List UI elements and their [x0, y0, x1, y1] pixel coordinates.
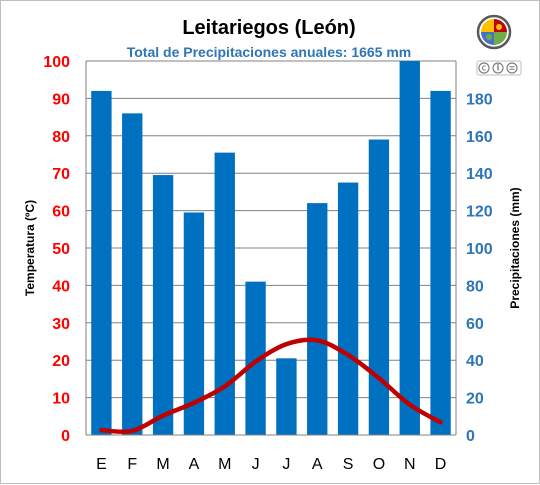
left-tick-label: 90: [52, 91, 70, 108]
right-axis-label: Precipitaciones (mm): [508, 187, 522, 308]
precipitation-bar: [337, 182, 359, 435]
x-tick-label: S: [343, 456, 354, 473]
right-tick-label: 160: [466, 129, 493, 146]
creative-commons-license-icon: [476, 60, 522, 76]
puzzle-logo-icon: [476, 14, 512, 50]
right-tick-label: 100: [466, 241, 493, 258]
precipitation-bar: [430, 90, 451, 436]
temperature-line: [99, 337, 443, 435]
precipitation-bar: [276, 358, 297, 435]
left-tick-label: 30: [52, 316, 70, 333]
precipitation-bars: [91, 61, 451, 436]
gridlines: [86, 60, 456, 436]
left-tick-label: 40: [52, 278, 70, 295]
precipitation-bar: [91, 90, 112, 436]
precipitation-bar: [307, 203, 328, 435]
left-tick-label: 0: [61, 428, 70, 445]
left-tick-label: 10: [52, 391, 70, 408]
right-tick-label: 60: [466, 316, 484, 333]
x-tick-label: O: [373, 456, 385, 473]
precipitation-bar: [245, 281, 266, 435]
x-tick-label: A: [189, 456, 200, 473]
right-tick-label: 40: [466, 353, 484, 370]
precipitation-bar: [122, 113, 143, 436]
chart-subtitle: Total de Precipitaciones anuales: 1665 m…: [127, 44, 412, 60]
left-tick-label: 50: [52, 241, 70, 258]
x-tick-label: M: [218, 456, 231, 473]
x-tick-label: A: [312, 456, 323, 473]
x-tick-label: J: [282, 456, 290, 473]
x-tick-label: F: [127, 456, 137, 473]
right-tick-label: 180: [466, 91, 493, 108]
left-tick-label: 70: [52, 166, 70, 183]
left-tick-label: 100: [43, 54, 70, 71]
left-tick-label: 60: [52, 204, 70, 221]
x-tick-label: D: [435, 456, 447, 473]
precipitation-bar: [399, 61, 420, 435]
x-tick-label: E: [96, 456, 107, 473]
right-tick-label: 140: [466, 166, 493, 183]
temperature-line-group: [99, 337, 443, 435]
right-tick-label: 20: [466, 391, 484, 408]
right-tick-label: 120: [466, 204, 493, 221]
left-axis-label: Temperatura (ºC): [23, 200, 37, 296]
right-tick-label: 0: [466, 428, 475, 445]
axes: 0 10 20 30 40 50 60 70 80 90 100 0 20 40 60 80 100 120 140…: [43, 54, 493, 473]
chart-title: Leitariegos (León): [182, 17, 355, 39]
precipitation-bar: [152, 175, 174, 435]
right-tick-label: 80: [466, 278, 484, 295]
x-tick-label: J: [252, 456, 260, 473]
left-tick-label: 20: [52, 353, 70, 370]
x-tick-label: M: [156, 456, 169, 473]
left-tick-label: 80: [52, 129, 70, 146]
precipitation-bar: [214, 152, 235, 435]
x-tick-label: N: [404, 456, 416, 473]
precipitation-bar: [183, 212, 205, 435]
precipitation-bar: [368, 139, 390, 436]
